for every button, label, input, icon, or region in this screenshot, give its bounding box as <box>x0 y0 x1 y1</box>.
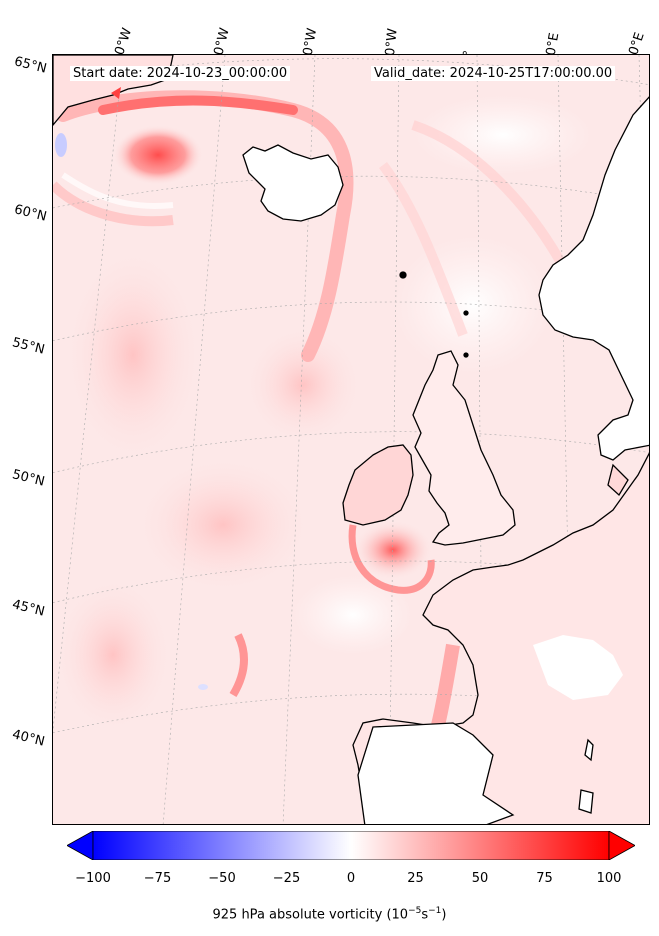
colorbar-tick: 0 <box>346 871 356 886</box>
colorbar-tick: 25 <box>407 871 424 886</box>
iceland-coast <box>242 144 344 222</box>
colorbar <box>67 831 635 860</box>
colorbar-tick: −100 <box>75 871 111 886</box>
lat-label-50n: 50°N <box>10 467 47 490</box>
colorbar-tick: 100 <box>596 871 622 886</box>
colorbar-extend-min <box>67 831 94 860</box>
colorbar-label: 925 hPa absolute vorticity (10−5s−1) <box>212 906 447 923</box>
colorbar-tick: 50 <box>471 871 489 886</box>
colorbar-extend-max <box>608 831 635 860</box>
coastlines <box>53 55 649 824</box>
lat-label-55n: 55°N <box>10 335 47 358</box>
map-canvas <box>53 55 649 824</box>
colorbar-tick: 75 <box>536 871 553 886</box>
vorticity-map <box>52 54 650 825</box>
ireland-coast <box>342 444 414 526</box>
colorbar-gradient <box>92 831 610 860</box>
colorbar-tick: −25 <box>272 871 301 886</box>
valid-date-label: Valid_date: 2024-10-25T17:00:00.00 <box>371 66 616 81</box>
colorbar-tick: −50 <box>208 871 236 886</box>
lat-label-65n: 65°N <box>12 54 49 77</box>
start-date-label: Start date: 2024-10-23_00:00:00 <box>70 66 291 81</box>
scandinavia-coast <box>538 96 649 461</box>
lat-label-40n: 40°N <box>10 727 47 750</box>
great-britain-coast <box>412 350 516 546</box>
colorbar-tick: −75 <box>143 871 172 886</box>
lat-label-60n: 60°N <box>12 202 49 225</box>
lat-label-45n: 45°N <box>10 597 47 620</box>
denmark-coast <box>607 463 629 497</box>
